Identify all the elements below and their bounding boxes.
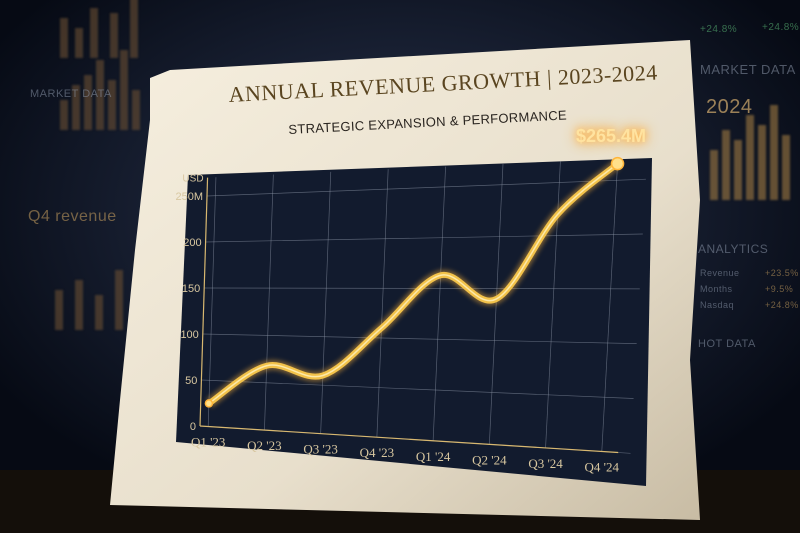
bg-label: HOT DATA [698, 338, 756, 350]
gridline-horizontal [202, 333, 637, 345]
y-tick-label: 100 [180, 329, 198, 341]
x-axis [199, 425, 619, 454]
x-tick-label: Q4 '23 [360, 445, 394, 460]
data-point [610, 156, 625, 171]
background-bar [75, 280, 83, 330]
background-bar [782, 135, 790, 200]
background-bar [60, 18, 68, 58]
bg-value: +24.8% [700, 24, 738, 35]
background-bar [75, 28, 83, 58]
background-bar [96, 60, 104, 130]
y-tick-label: 0 [190, 421, 196, 433]
background-bar [55, 290, 63, 330]
x-tick-label: Q1 '23 [191, 435, 225, 450]
background-bar [95, 295, 103, 330]
background-bar [115, 270, 123, 330]
y-tick-label: 200 [183, 237, 201, 249]
bg-label: MARKET DATA [30, 88, 112, 100]
background-bar [90, 8, 98, 58]
gridline-vertical [601, 158, 619, 452]
bg-label: Q4 revenue [28, 208, 117, 225]
gridline-horizontal [206, 178, 646, 197]
background-bar [130, 0, 138, 58]
background-bar [710, 150, 718, 200]
gridline-horizontal [205, 233, 643, 243]
gridline-vertical [207, 177, 217, 427]
background-bar [722, 130, 730, 200]
background-bar [120, 50, 128, 130]
y-tick-label: 50 [185, 375, 197, 387]
background-bar [132, 90, 140, 130]
x-tick-label: Q2 '24 [472, 452, 507, 467]
background-bar [60, 100, 68, 130]
final-value-annotation: $265.4M [576, 126, 647, 146]
bg-row-value: +9.5% [765, 284, 794, 294]
data-point [204, 399, 214, 408]
x-tick-label: Q3 '24 [528, 456, 563, 471]
background-bar [108, 80, 116, 130]
revenue-line-highlight [208, 163, 619, 405]
bg-label: ANALYTICS [698, 242, 769, 256]
bg-row-value: +23.5% [765, 268, 799, 278]
bg-row-label: Revenue [700, 268, 740, 278]
background-bar [746, 115, 754, 200]
x-tick-label: Q1 '24 [416, 449, 451, 464]
bg-label: MARKET DATA [700, 62, 796, 77]
gridline-horizontal [201, 379, 634, 399]
bg-row-value: +24.8% [765, 300, 799, 310]
x-tick-label: Q4 '24 [585, 459, 620, 474]
gridline-vertical [432, 166, 446, 441]
bg-row-label: Months [700, 284, 733, 294]
bg-label: 2024 [706, 96, 753, 118]
x-tick-label: Q3 '23 [303, 442, 337, 457]
background-bar [758, 125, 766, 200]
background-bar [110, 13, 118, 58]
background-bar [770, 105, 778, 200]
gridline-vertical [264, 174, 274, 431]
y-tick-label: 250M [175, 191, 203, 203]
y-axis [199, 177, 209, 427]
background-bar [734, 140, 742, 200]
x-tick-label: Q2 '23 [247, 438, 281, 453]
bg-value: +24.8% [762, 22, 800, 33]
chart-panel [176, 158, 652, 486]
gridline-vertical [320, 171, 332, 434]
bg-row-label: Nasdaq [700, 300, 735, 310]
y-axis-label: USD [182, 174, 203, 185]
background-bar [72, 85, 80, 130]
gridline-vertical [376, 169, 389, 438]
background-bar [84, 75, 92, 130]
y-tick-label: 150 [182, 283, 200, 295]
